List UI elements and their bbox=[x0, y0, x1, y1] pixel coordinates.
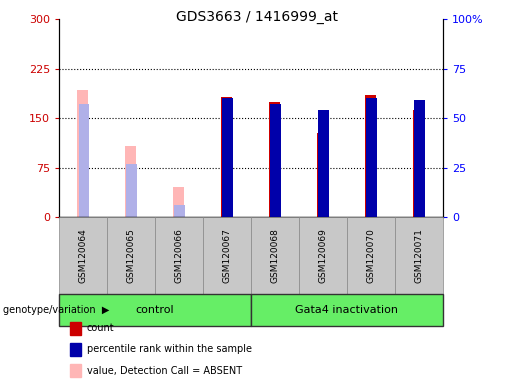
Text: GSM120067: GSM120067 bbox=[222, 228, 232, 283]
Bar bbox=[203, 217, 251, 294]
Bar bbox=[366, 98, 377, 217]
Bar bbox=[173, 187, 184, 217]
Bar bbox=[175, 205, 185, 217]
Text: Gata4 inactivation: Gata4 inactivation bbox=[296, 305, 399, 315]
Bar bbox=[395, 217, 443, 294]
Text: percentile rank within the sample: percentile rank within the sample bbox=[87, 344, 251, 354]
Bar bbox=[270, 104, 281, 217]
Text: GDS3663 / 1416999_at: GDS3663 / 1416999_at bbox=[177, 10, 338, 23]
Bar bbox=[59, 217, 107, 294]
Text: GSM120066: GSM120066 bbox=[175, 228, 184, 283]
Bar bbox=[221, 97, 232, 217]
Bar bbox=[413, 109, 424, 217]
Bar bbox=[222, 98, 233, 217]
Text: GSM120068: GSM120068 bbox=[270, 228, 280, 283]
Bar bbox=[365, 95, 375, 217]
Bar bbox=[318, 110, 329, 217]
Bar bbox=[155, 217, 203, 294]
Bar bbox=[269, 102, 280, 217]
Text: GSM120071: GSM120071 bbox=[415, 228, 423, 283]
Text: GSM120069: GSM120069 bbox=[318, 228, 328, 283]
Text: value, Detection Call = ABSENT: value, Detection Call = ABSENT bbox=[87, 366, 242, 376]
Bar bbox=[251, 217, 299, 294]
Text: GSM120070: GSM120070 bbox=[367, 228, 375, 283]
Bar bbox=[107, 217, 155, 294]
Bar bbox=[77, 90, 88, 217]
Bar bbox=[78, 104, 89, 217]
Bar bbox=[414, 100, 425, 217]
Bar bbox=[127, 164, 138, 217]
Bar bbox=[125, 146, 136, 217]
Text: genotype/variation  ▶: genotype/variation ▶ bbox=[3, 305, 109, 315]
Bar bbox=[59, 294, 251, 326]
Bar bbox=[317, 132, 328, 217]
Bar bbox=[299, 217, 347, 294]
Text: control: control bbox=[136, 305, 175, 315]
Bar bbox=[347, 217, 395, 294]
Text: GSM120065: GSM120065 bbox=[127, 228, 135, 283]
Text: count: count bbox=[87, 323, 114, 333]
Text: GSM120064: GSM120064 bbox=[79, 228, 88, 283]
Bar bbox=[251, 294, 443, 326]
